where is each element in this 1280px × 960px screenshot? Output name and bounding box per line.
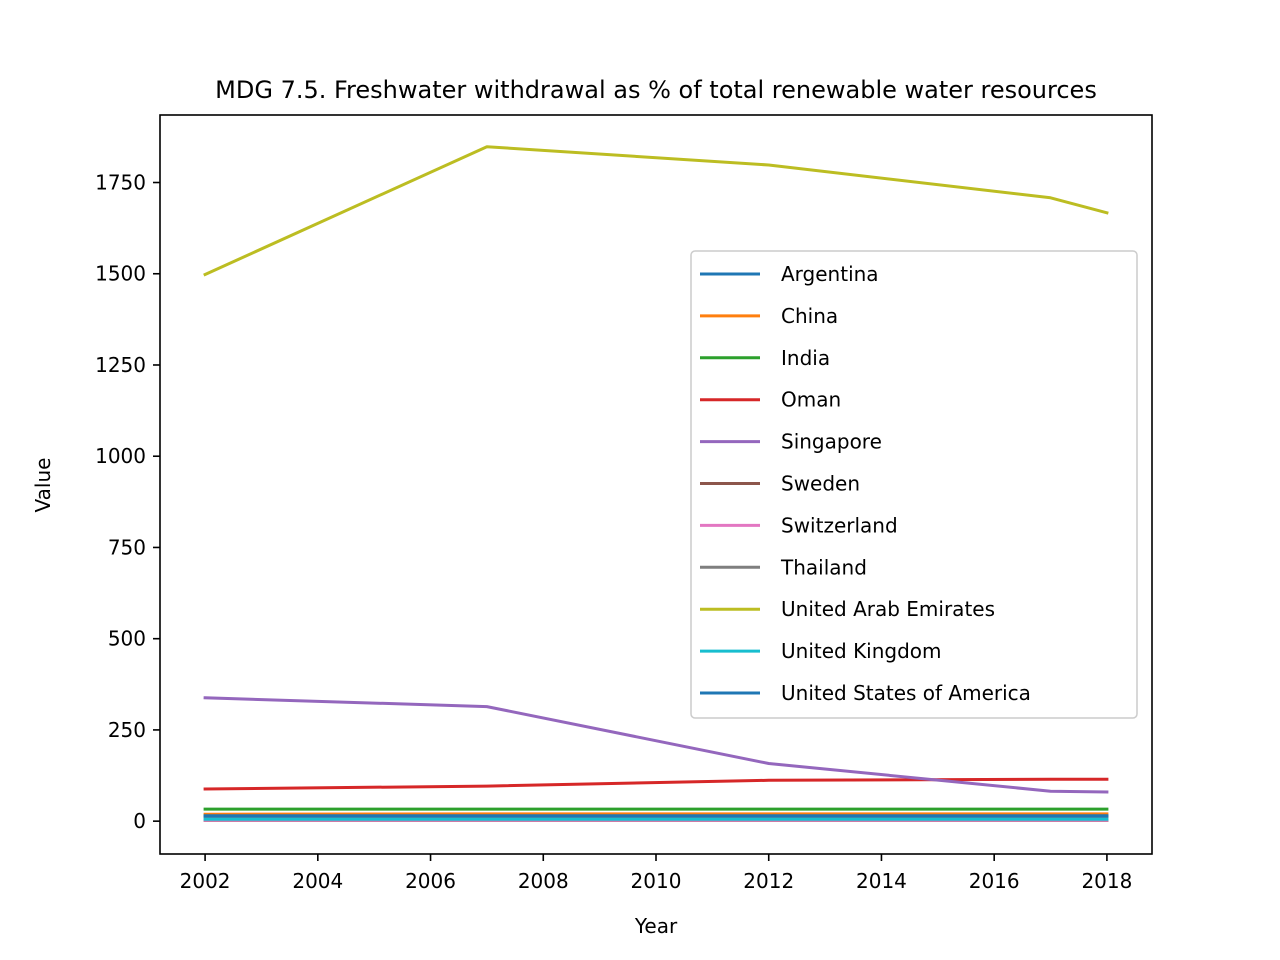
- x-tick-label: 2018: [1081, 869, 1132, 893]
- legend-label-10: United States of America: [781, 681, 1031, 705]
- legend-items: Argentina China India Oman Singapore Sweden Sw…: [700, 262, 1031, 705]
- y-tick-label: 1750: [95, 171, 146, 195]
- y-tick-label: 250: [108, 718, 146, 742]
- x-tick-label: 2016: [969, 869, 1020, 893]
- legend-label-3: Oman: [781, 388, 841, 412]
- legend-label-7: Thailand: [780, 555, 867, 579]
- legend-label-9: United Kingdom: [781, 639, 942, 663]
- x-tick-label: 2014: [856, 869, 907, 893]
- x-tick-label: 2008: [518, 869, 569, 893]
- y-tick-label: 500: [108, 627, 146, 651]
- legend-label-5: Sweden: [781, 472, 860, 496]
- legend-label-0: Argentina: [781, 262, 879, 286]
- x-tick-label: 2006: [405, 869, 456, 893]
- x-tick-label: 2010: [631, 869, 682, 893]
- legend: Argentina China India Oman Singapore Sweden Sw…: [690, 250, 1138, 719]
- legend-label-1: China: [781, 304, 838, 328]
- x-axis: 2002 2004 2006 2008 2010 2012 2014 2016 2018: [180, 854, 1132, 893]
- y-tick-label: 0: [133, 809, 146, 833]
- legend-label-2: India: [781, 346, 830, 370]
- legend-label-8: United Arab Emirates: [781, 597, 995, 621]
- y-axis-title: Value: [31, 458, 55, 513]
- legend-box: [690, 250, 1138, 719]
- plot-lines: [203, 145, 1109, 822]
- series-line-3: [203, 777, 1109, 791]
- x-tick-label: 2002: [180, 869, 231, 893]
- x-axis-title: Year: [634, 914, 678, 938]
- legend-label-6: Switzerland: [781, 513, 898, 537]
- y-tick-label: 750: [108, 535, 146, 559]
- y-tick-label: 1250: [95, 353, 146, 377]
- y-axis: 0 250 500 750 1000 1250 1500 1750: [95, 171, 160, 833]
- x-tick-label: 2012: [743, 869, 794, 893]
- y-tick-label: 1000: [95, 444, 146, 468]
- legend-label-4: Singapore: [781, 430, 882, 454]
- y-tick-label: 1500: [95, 262, 146, 286]
- series-line-4: [203, 696, 1109, 794]
- series-line-8: [203, 145, 1109, 277]
- chart-title: MDG 7.5. Freshwater withdrawal as % of t…: [215, 76, 1097, 104]
- x-tick-label: 2004: [292, 869, 343, 893]
